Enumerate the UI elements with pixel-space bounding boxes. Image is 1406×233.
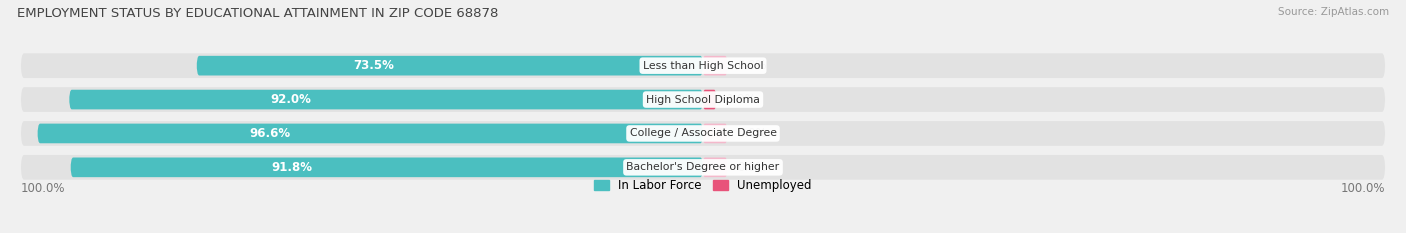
Text: College / Associate Degree: College / Associate Degree xyxy=(630,128,776,138)
Text: 91.8%: 91.8% xyxy=(271,161,312,174)
FancyBboxPatch shape xyxy=(703,124,727,143)
FancyBboxPatch shape xyxy=(70,158,703,177)
Text: Source: ZipAtlas.com: Source: ZipAtlas.com xyxy=(1278,7,1389,17)
FancyBboxPatch shape xyxy=(21,53,1385,78)
FancyBboxPatch shape xyxy=(69,90,703,109)
FancyBboxPatch shape xyxy=(21,155,1385,180)
FancyBboxPatch shape xyxy=(38,124,703,143)
FancyBboxPatch shape xyxy=(703,158,727,177)
Text: 0.0%: 0.0% xyxy=(738,161,768,174)
Text: 100.0%: 100.0% xyxy=(1340,182,1385,195)
FancyBboxPatch shape xyxy=(197,56,703,75)
Text: High School Diploma: High School Diploma xyxy=(647,95,759,105)
Text: EMPLOYMENT STATUS BY EDUCATIONAL ATTAINMENT IN ZIP CODE 68878: EMPLOYMENT STATUS BY EDUCATIONAL ATTAINM… xyxy=(17,7,498,20)
Text: Bachelor's Degree or higher: Bachelor's Degree or higher xyxy=(627,162,779,172)
FancyBboxPatch shape xyxy=(703,56,727,75)
Text: Less than High School: Less than High School xyxy=(643,61,763,71)
Text: 100.0%: 100.0% xyxy=(21,182,66,195)
Text: 0.0%: 0.0% xyxy=(738,59,768,72)
FancyBboxPatch shape xyxy=(21,87,1385,112)
Text: 0.0%: 0.0% xyxy=(738,127,768,140)
Text: 92.0%: 92.0% xyxy=(270,93,312,106)
Text: 1.9%: 1.9% xyxy=(727,93,756,106)
FancyBboxPatch shape xyxy=(21,121,1385,146)
Text: 73.5%: 73.5% xyxy=(353,59,394,72)
FancyBboxPatch shape xyxy=(703,90,716,109)
Legend: In Labor Force, Unemployed: In Labor Force, Unemployed xyxy=(589,175,817,197)
Text: 96.6%: 96.6% xyxy=(250,127,291,140)
